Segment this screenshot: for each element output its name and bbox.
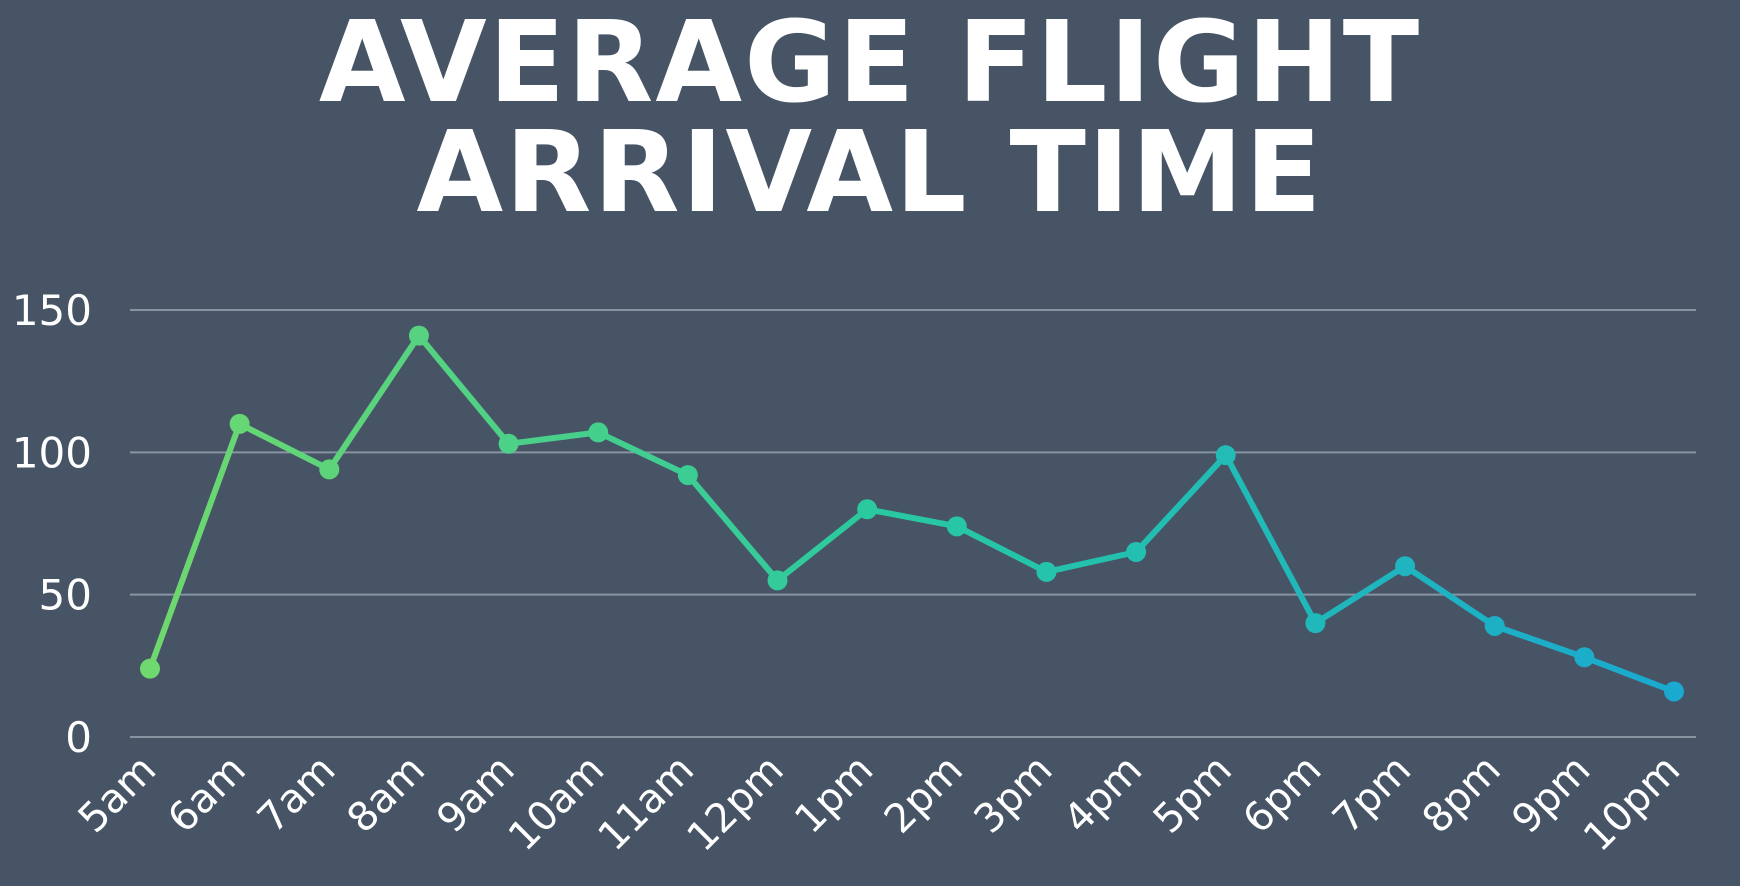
x-tick-label: 6am	[159, 747, 254, 842]
data-point	[767, 570, 788, 591]
data-point	[1574, 647, 1595, 668]
data-point	[408, 325, 429, 346]
y-tick-label: 0	[65, 713, 92, 762]
x-tick-label: 10am	[500, 747, 613, 860]
series-line-layer	[147, 332, 1677, 695]
data-point	[319, 459, 340, 480]
x-tick-label: 8pm	[1414, 747, 1510, 843]
gridlines	[130, 309, 1696, 738]
series-line	[147, 332, 1677, 695]
y-axis-ticks: 0 50 100 150	[12, 286, 92, 762]
x-tick-label: 4pm	[1055, 747, 1151, 843]
data-point	[588, 422, 609, 443]
data-point	[1395, 556, 1416, 577]
x-tick-label: 2pm	[876, 747, 972, 843]
x-tick-label: 7am	[249, 747, 344, 842]
x-tick-label: 5pm	[1145, 747, 1241, 843]
x-axis-ticks: 5am6am7am8am9am10am11am12pm1pm2pm3pm4pm5…	[70, 747, 1689, 861]
data-point	[677, 465, 698, 486]
chart-title: AVERAGE FLIGHT ARRIVAL TIME	[0, 0, 1740, 238]
x-tick-label: 11am	[590, 747, 703, 860]
data-point	[140, 658, 160, 679]
y-tick-label: 50	[39, 571, 92, 620]
data-point	[1484, 615, 1505, 636]
data-point	[1215, 445, 1236, 466]
x-tick-label: 6pm	[1234, 747, 1330, 843]
x-tick-label: 7pm	[1324, 747, 1420, 843]
x-tick-label: 1pm	[786, 747, 882, 843]
data-point	[946, 516, 967, 537]
data-point	[1036, 561, 1057, 582]
chart-title-line-1: AVERAGE FLIGHT	[318, 0, 1422, 128]
data-point	[1305, 613, 1326, 634]
x-tick-label: 8am	[339, 747, 434, 842]
data-points	[140, 325, 1684, 702]
data-point	[229, 413, 250, 434]
data-point	[1664, 681, 1684, 702]
data-point	[857, 499, 878, 520]
data-point	[1126, 541, 1147, 562]
y-tick-label: 150	[12, 286, 92, 335]
y-tick-label: 100	[12, 428, 92, 477]
chart-title-line-2: ARRIVAL TIME	[416, 108, 1324, 238]
x-tick-label: 3pm	[966, 747, 1062, 843]
x-tick-label: 10pm	[1575, 747, 1689, 861]
data-point	[498, 433, 519, 454]
x-tick-label: 12pm	[679, 747, 793, 861]
